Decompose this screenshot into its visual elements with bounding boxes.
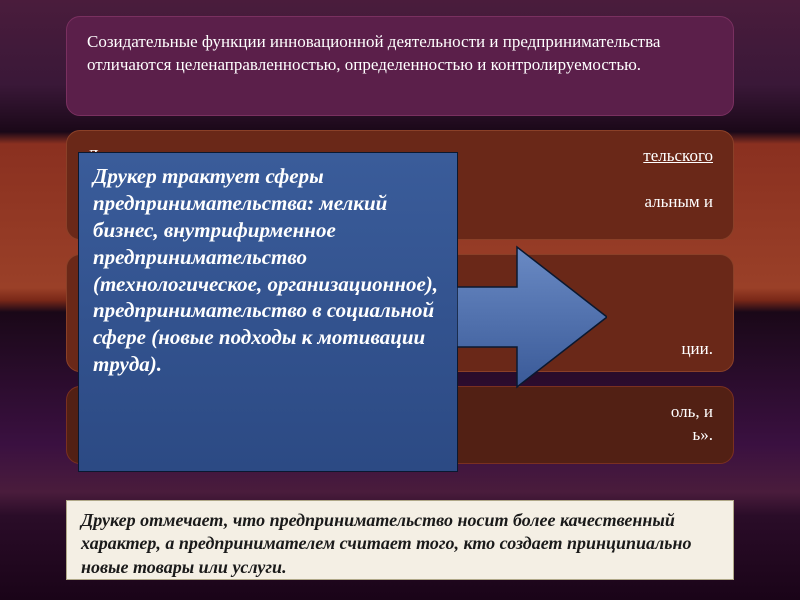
callout-body: Друкер трактует сферы предпринимательств… — [78, 152, 458, 472]
card-purple: Созидательные функции инновационной деят… — [66, 16, 734, 116]
footer-text: Друкер отмечает, что предпринимательство… — [81, 510, 691, 577]
c4-l1s: оль, и — [671, 401, 713, 424]
callout-text: Друкер трактует сферы предпринимательств… — [93, 164, 438, 376]
callout: Друкер трактует сферы предпринимательств… — [78, 152, 546, 472]
card1-text: Созидательные функции инновационной деят… — [87, 32, 660, 74]
c2-underlined: тельского — [643, 146, 713, 165]
c3-l4s: ции. — [681, 338, 713, 361]
c4-l2s: ь». — [692, 424, 713, 447]
c2-l3s: альным и — [644, 191, 713, 214]
arrow-left-icon — [457, 242, 607, 392]
footer-note: Друкер отмечает, что предпринимательство… — [66, 500, 734, 580]
